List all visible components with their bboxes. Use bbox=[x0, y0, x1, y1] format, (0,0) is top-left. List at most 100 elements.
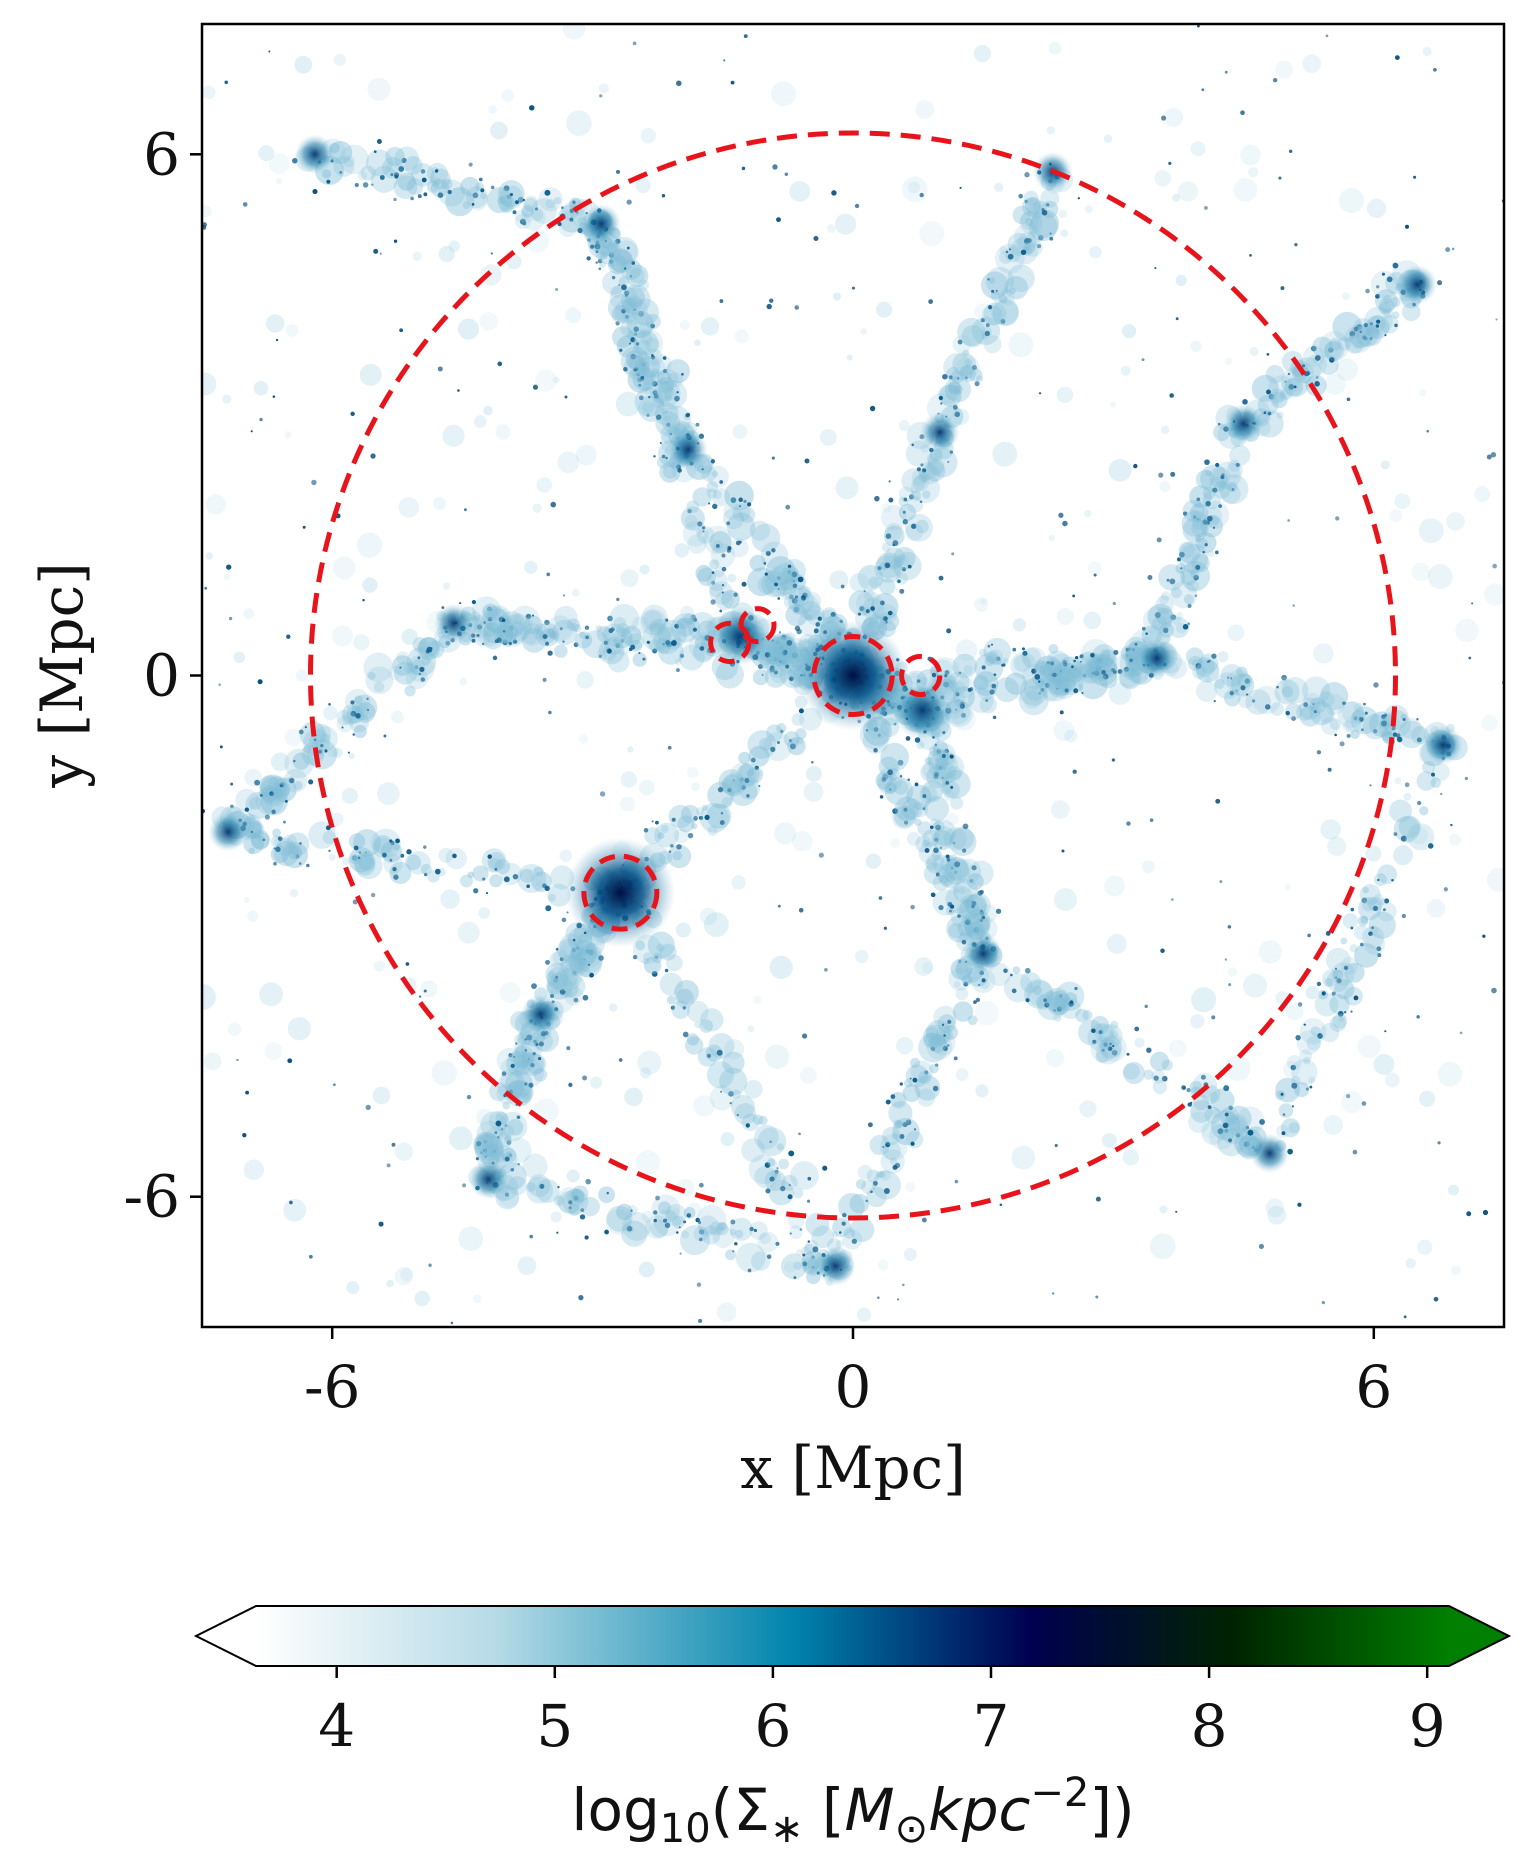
density-dot bbox=[1007, 264, 1035, 293]
density-dot bbox=[615, 255, 627, 267]
density-dot bbox=[1363, 702, 1366, 706]
density-dot bbox=[811, 1265, 815, 1269]
density-dot bbox=[521, 206, 534, 219]
density-dot bbox=[767, 1158, 776, 1167]
density-dot bbox=[470, 633, 476, 638]
density-dot bbox=[450, 1321, 454, 1325]
density-dot bbox=[1061, 849, 1065, 853]
density-dot bbox=[545, 962, 570, 987]
density-dot bbox=[355, 855, 376, 876]
density-dot bbox=[975, 1084, 989, 1098]
density-dot bbox=[822, 1165, 828, 1171]
density-dot bbox=[576, 946, 580, 950]
density-dot bbox=[1224, 1112, 1229, 1117]
density-dot bbox=[766, 303, 772, 310]
density-dot bbox=[1039, 663, 1053, 677]
density-dot bbox=[780, 729, 784, 734]
density-dot bbox=[952, 404, 958, 410]
density-dot bbox=[1147, 575, 1153, 581]
density-dot bbox=[685, 1036, 704, 1055]
density-dot bbox=[548, 971, 556, 978]
density-dot bbox=[269, 791, 274, 796]
density-dot bbox=[260, 774, 285, 799]
density-dot bbox=[1305, 985, 1319, 1000]
density-dot bbox=[483, 625, 495, 638]
density-dot bbox=[545, 641, 549, 646]
density-node bbox=[668, 429, 709, 470]
density-dot bbox=[1103, 1042, 1108, 1047]
density-dot bbox=[390, 868, 399, 877]
density-dot bbox=[357, 171, 368, 181]
density-dot bbox=[777, 904, 781, 908]
density-dot bbox=[244, 815, 253, 825]
density-dot bbox=[284, 748, 314, 779]
density-dot bbox=[890, 1091, 908, 1109]
density-dot bbox=[638, 356, 661, 378]
density-dot bbox=[675, 617, 696, 637]
density-dot bbox=[414, 1290, 430, 1307]
density-dot bbox=[1095, 1050, 1109, 1063]
density-dot bbox=[1391, 726, 1396, 731]
density-dot bbox=[1404, 224, 1410, 229]
density-dot bbox=[769, 636, 788, 655]
density-dot bbox=[730, 1219, 736, 1225]
density-node bbox=[815, 1246, 856, 1287]
density-dot bbox=[903, 807, 908, 812]
density-dot bbox=[636, 350, 648, 362]
density-dot bbox=[785, 504, 791, 510]
density-dot bbox=[1282, 1113, 1286, 1116]
density-dot bbox=[329, 140, 353, 164]
density-dot bbox=[572, 938, 576, 942]
density-dot bbox=[1224, 958, 1228, 961]
density-dot bbox=[224, 80, 229, 85]
density-dot bbox=[1201, 88, 1205, 92]
density-dot bbox=[1275, 60, 1294, 79]
density-dot bbox=[1188, 1111, 1210, 1133]
density-dot bbox=[1344, 1011, 1347, 1014]
density-dot bbox=[1141, 860, 1155, 874]
density-dot bbox=[650, 354, 672, 375]
density-dot bbox=[1208, 1092, 1218, 1102]
density-dot bbox=[273, 861, 277, 866]
density-dot bbox=[609, 283, 638, 312]
density-dot bbox=[1025, 998, 1030, 1003]
density-dot bbox=[651, 368, 660, 377]
density-dot bbox=[1190, 340, 1202, 353]
density-dot bbox=[222, 394, 232, 404]
density-dot bbox=[353, 845, 359, 851]
density-dot bbox=[1101, 1048, 1105, 1052]
density-dot bbox=[932, 740, 949, 757]
colorbar-label-M: M bbox=[845, 1776, 895, 1844]
density-dot bbox=[992, 299, 1019, 326]
density-dot bbox=[385, 146, 405, 167]
density-dot bbox=[957, 894, 987, 925]
density-dot bbox=[961, 974, 973, 985]
density-dot bbox=[637, 321, 652, 336]
density-dot bbox=[937, 1014, 957, 1033]
density-dot bbox=[654, 402, 679, 426]
density-dot bbox=[1079, 654, 1084, 659]
density-dot bbox=[920, 762, 940, 782]
density-dot bbox=[630, 337, 636, 343]
density-dot bbox=[882, 616, 888, 622]
density-dot bbox=[1027, 980, 1053, 1007]
density-dot bbox=[391, 1142, 396, 1147]
density-dot bbox=[1217, 422, 1221, 426]
density-dot bbox=[750, 1114, 757, 1122]
density-dot bbox=[1037, 244, 1042, 249]
density-dot bbox=[427, 181, 440, 194]
density-dot bbox=[1159, 481, 1171, 492]
density-dot bbox=[747, 769, 755, 777]
density-dot bbox=[1020, 971, 1042, 993]
density-dot bbox=[462, 201, 471, 209]
density-dot bbox=[535, 1042, 539, 1046]
density-dot bbox=[514, 213, 531, 230]
density-dot bbox=[778, 1158, 790, 1170]
density-dot bbox=[1003, 973, 1033, 1003]
density-dot bbox=[1146, 1047, 1152, 1053]
density-dot bbox=[771, 633, 794, 657]
density-dot bbox=[995, 908, 1002, 914]
density-dot bbox=[483, 405, 493, 416]
density-dot bbox=[963, 908, 991, 937]
